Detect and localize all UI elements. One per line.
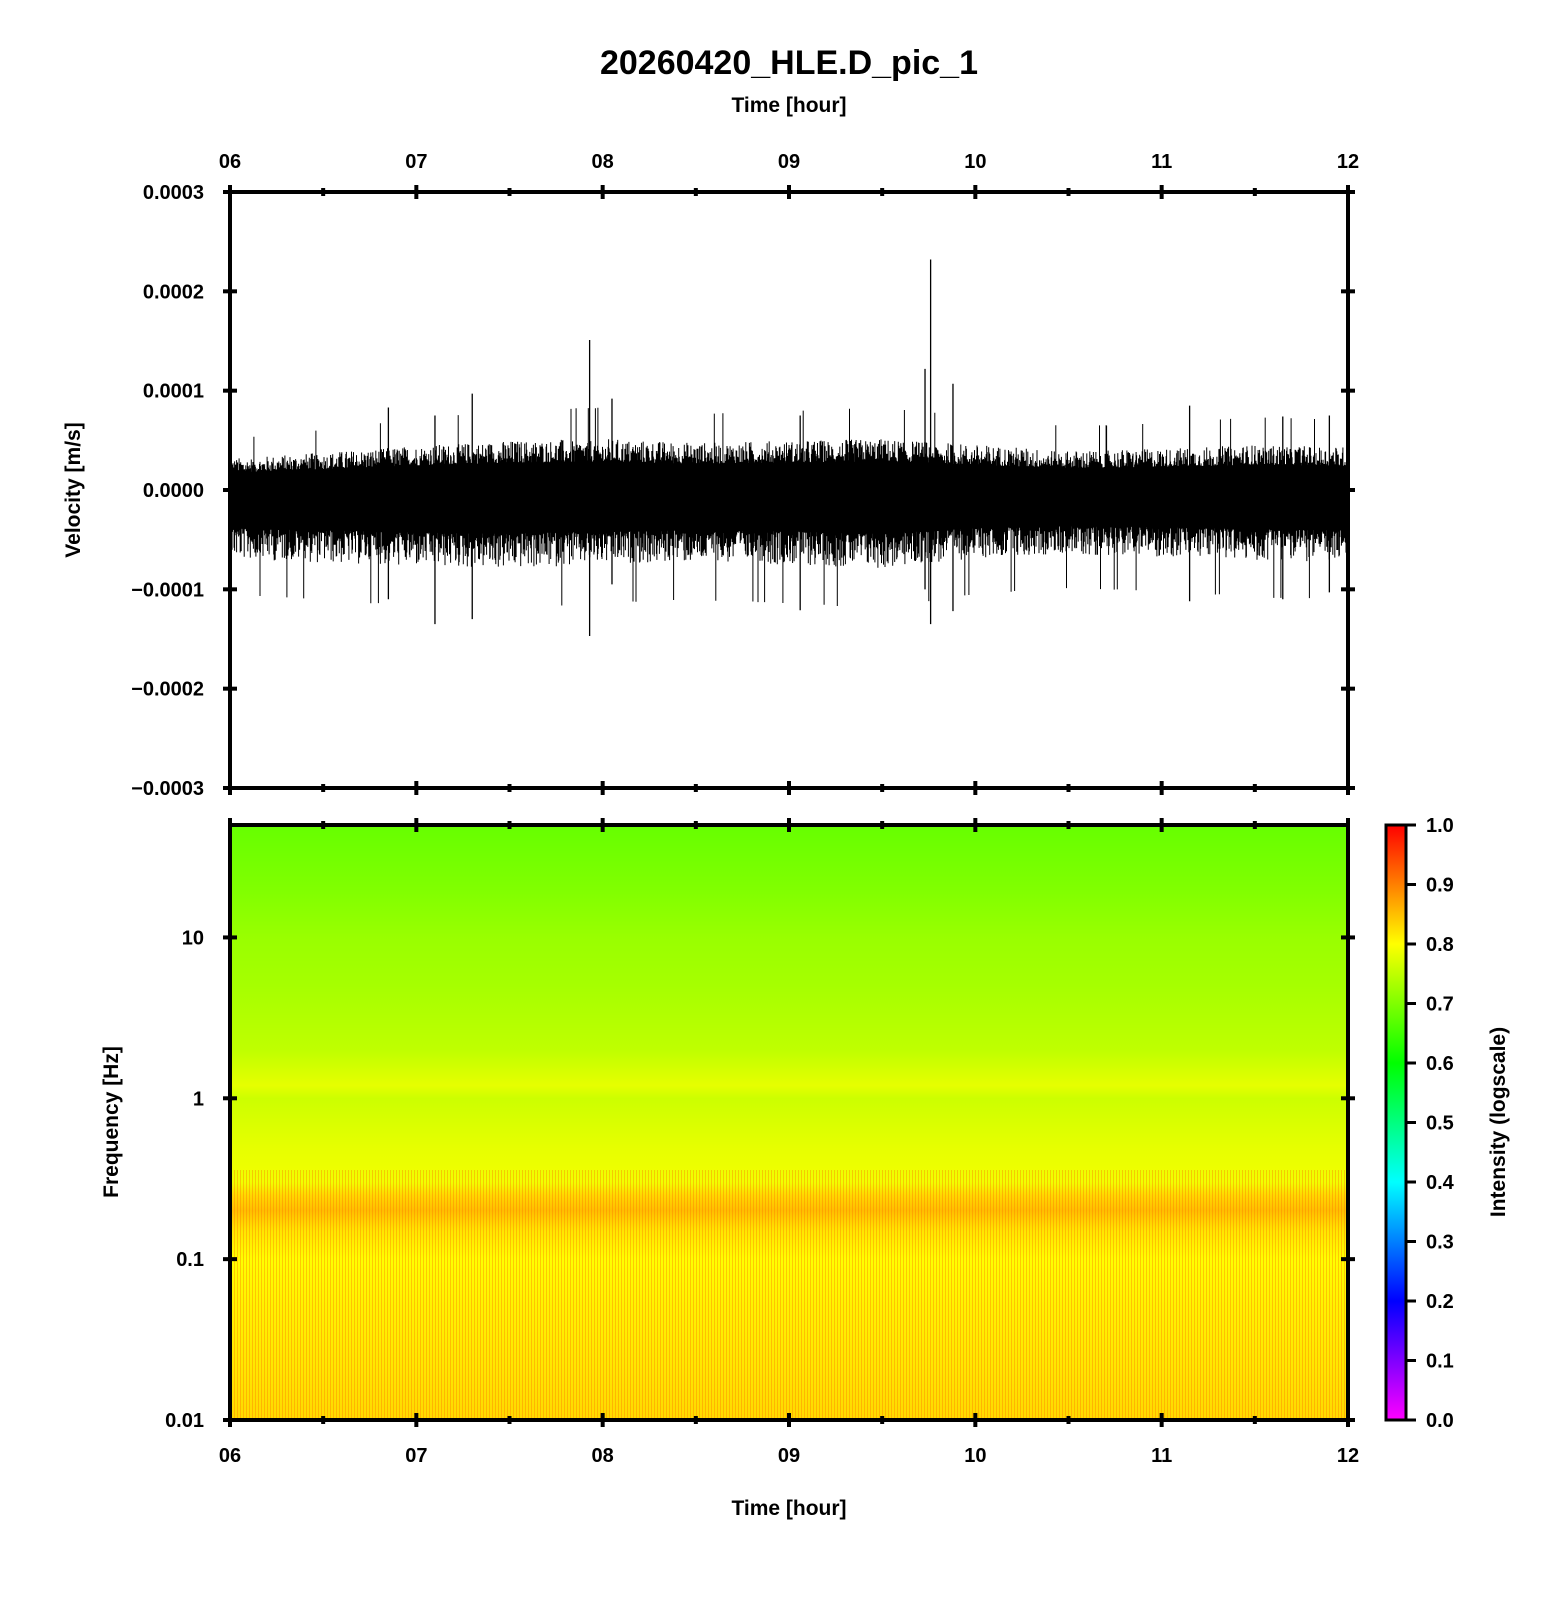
spectrogram-y-tick-label: 10 — [182, 927, 204, 949]
colorbar-tick-label: 0.9 — [1426, 875, 1454, 897]
chart-title: 20260420_HLE.D_pic_1 — [600, 44, 978, 82]
spectrogram-y-tick-label: 1 — [193, 1088, 204, 1110]
waveform-panel: 06 07 08 09 10 11 12 0.0003 0.0002 0.0001 0.0000 −0… — [62, 151, 1359, 800]
waveform-x-tick-label: 06 — [219, 151, 241, 173]
waveform-y-tick-label: −0.0003 — [131, 778, 204, 800]
colorbar-tick-label: 0.2 — [1426, 1291, 1454, 1313]
waveform-y-tick-label: 0.0002 — [143, 281, 204, 303]
waveform-x-tick-label: 10 — [964, 151, 986, 173]
waveform-y-tick-label: −0.0002 — [131, 679, 204, 701]
spectrogram-low-frequency-texture — [230, 1170, 1348, 1420]
colorbar-tick-label: 0.5 — [1426, 1113, 1454, 1135]
spectrogram-x-tick-label: 12 — [1337, 1445, 1359, 1467]
waveform-x-tick-label: 09 — [778, 151, 800, 173]
waveform-y-tick-label: −0.0001 — [131, 579, 204, 601]
colorbar-tick-label: 0.8 — [1426, 934, 1454, 956]
spectrogram-y-axis-label: Frequency [Hz] — [100, 1046, 123, 1198]
colorbar-tick-label: 1.0 — [1426, 815, 1454, 837]
colorbar: 1.0 0.9 0.8 0.7 0.6 0.5 0.4 0.3 0.2 0.1 0.0 Intens… — [1384, 815, 1510, 1432]
waveform-x-tick-label: 08 — [592, 151, 614, 173]
colorbar-tick-label: 0.7 — [1426, 994, 1454, 1016]
colorbar-label: Intensity (logscale) — [1487, 1027, 1510, 1217]
spectrogram-x-tick-label: 07 — [405, 1445, 427, 1467]
waveform-x-tick-label: 07 — [405, 151, 427, 173]
waveform-y-tick-label: 0.0003 — [143, 182, 204, 204]
colorbar-tick-label: 0.3 — [1426, 1232, 1454, 1254]
spectrogram-x-tick-label: 08 — [592, 1445, 614, 1467]
waveform-y-tick-label: 0.0000 — [143, 480, 204, 502]
colorbar-tick-label: 0.1 — [1426, 1351, 1454, 1373]
spectrogram-x-tick-label: 06 — [219, 1445, 241, 1467]
waveform-y-tick-label: 0.0001 — [143, 381, 204, 403]
colorbar-tick-label: 0.0 — [1426, 1410, 1454, 1432]
spectrogram-y-tick-label: 0.01 — [165, 1410, 204, 1432]
waveform-x-tick-label: 11 — [1151, 151, 1172, 173]
bottom-x-axis-label: Time [hour] — [731, 1497, 846, 1520]
spectrogram-x-tick-label: 10 — [964, 1445, 986, 1467]
waveform-y-axis-label: Velocity [m/s] — [62, 422, 85, 557]
colorbar-tick-label: 0.4 — [1426, 1172, 1455, 1194]
waveform-trace — [230, 259, 1348, 637]
waveform-line — [230, 407, 1348, 606]
colorbar-scale — [1384, 823, 1408, 1422]
spectrogram-y-tick-label: 0.1 — [176, 1249, 204, 1271]
waveform-ticks: 06 07 08 09 10 11 12 0.0003 0.0002 0.0001 0.0000 −0… — [131, 151, 1359, 800]
waveform-x-tick-label: 12 — [1337, 151, 1359, 173]
top-x-axis-label: Time [hour] — [731, 94, 846, 117]
spectrogram-x-tick-label: 09 — [778, 1445, 800, 1467]
spectrogram-x-tick-label: 11 — [1151, 1445, 1172, 1467]
colorbar-ticks: 1.0 0.9 0.8 0.7 0.6 0.5 0.4 0.3 0.2 0.1 0.0 — [1406, 815, 1455, 1432]
colorbar-tick-label: 0.6 — [1426, 1053, 1454, 1075]
spectrogram-ticks: 06 07 08 09 10 11 12 10 1 0.1 0.01 — [165, 818, 1359, 1467]
